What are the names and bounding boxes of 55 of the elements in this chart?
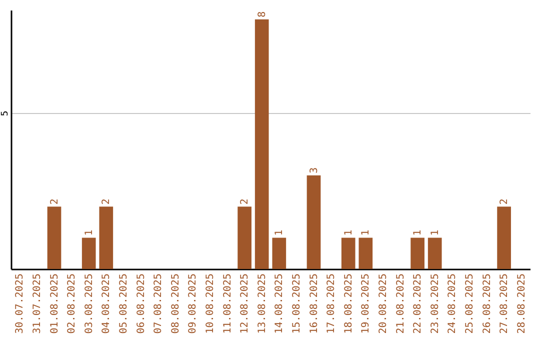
data-label: 3 xyxy=(308,167,320,174)
x-tick-label: 02.08.2025 xyxy=(66,274,78,334)
data-label: 1 xyxy=(430,230,441,236)
data-label: 1 xyxy=(343,230,354,236)
data-label: 2 xyxy=(49,198,60,205)
x-tick-label: 25.08.2025 xyxy=(464,274,476,334)
x-tick-label: 27.08.2025 xyxy=(499,274,510,334)
data-label: 8 xyxy=(256,11,268,18)
bar xyxy=(47,206,62,269)
x-tick-label: 08.08.2025 xyxy=(170,274,182,334)
x-tick-label: 24.08.2025 xyxy=(447,274,458,334)
bar xyxy=(272,238,286,269)
data-label: 1 xyxy=(360,230,372,236)
bar xyxy=(497,206,511,269)
x-tick-label: 21.08.2025 xyxy=(395,274,406,334)
x-tick-label: 03.08.2025 xyxy=(84,274,95,334)
x-tick-label: 19.08.2025 xyxy=(360,274,372,334)
bar xyxy=(341,238,356,269)
data-label: 1 xyxy=(274,230,286,236)
data-label: 2 xyxy=(499,198,510,205)
x-tick-label: 07.08.2025 xyxy=(153,274,164,334)
data-label: 1 xyxy=(84,230,95,236)
x-tick-label: 22.08.2025 xyxy=(412,274,424,334)
x-tick-label: 10.08.2025 xyxy=(204,274,216,334)
bar xyxy=(428,238,442,269)
data-label: 2 xyxy=(240,198,251,205)
bar xyxy=(410,238,424,269)
x-tick-label: 01.08.2025 xyxy=(49,274,60,334)
bar xyxy=(254,19,269,269)
x-tick-label: 11.08.2025 xyxy=(222,274,234,334)
x-tick-label: 14.08.2025 xyxy=(274,274,286,334)
x-tick-label: 04.08.2025 xyxy=(101,274,112,334)
data-label: 2 xyxy=(101,198,112,205)
x-tick-label: 18.08.2025 xyxy=(343,274,354,334)
y-tick-label: 5 xyxy=(0,110,10,116)
data-label: 1 xyxy=(412,230,424,236)
x-tick-label: 30.07.2025 xyxy=(14,274,26,334)
bar xyxy=(82,238,96,269)
x-tick-label: 23.08.2025 xyxy=(430,274,441,334)
x-tick-label: 20.08.2025 xyxy=(378,274,389,334)
x-tick-label: 13.08.2025 xyxy=(256,274,268,334)
x-tick-label: 06.08.2025 xyxy=(136,274,147,334)
x-tick-label: 31.07.2025 xyxy=(32,274,43,334)
x-tick-label: 16.08.2025 xyxy=(308,274,320,334)
x-tick-label: 15.08.2025 xyxy=(291,274,302,334)
x-tick-label: 05.08.2025 xyxy=(118,274,130,334)
x-tick-label: 09.08.2025 xyxy=(188,274,199,334)
x-tick-label: 12.08.2025 xyxy=(240,274,251,334)
x-tick-label: 17.08.2025 xyxy=(326,274,338,334)
x-tick-label: 28.08.2025 xyxy=(516,274,528,334)
x-tick-label: 26.08.2025 xyxy=(482,274,493,334)
bar xyxy=(238,206,252,269)
bar xyxy=(306,175,321,269)
bar xyxy=(358,238,373,269)
bar xyxy=(99,206,114,269)
